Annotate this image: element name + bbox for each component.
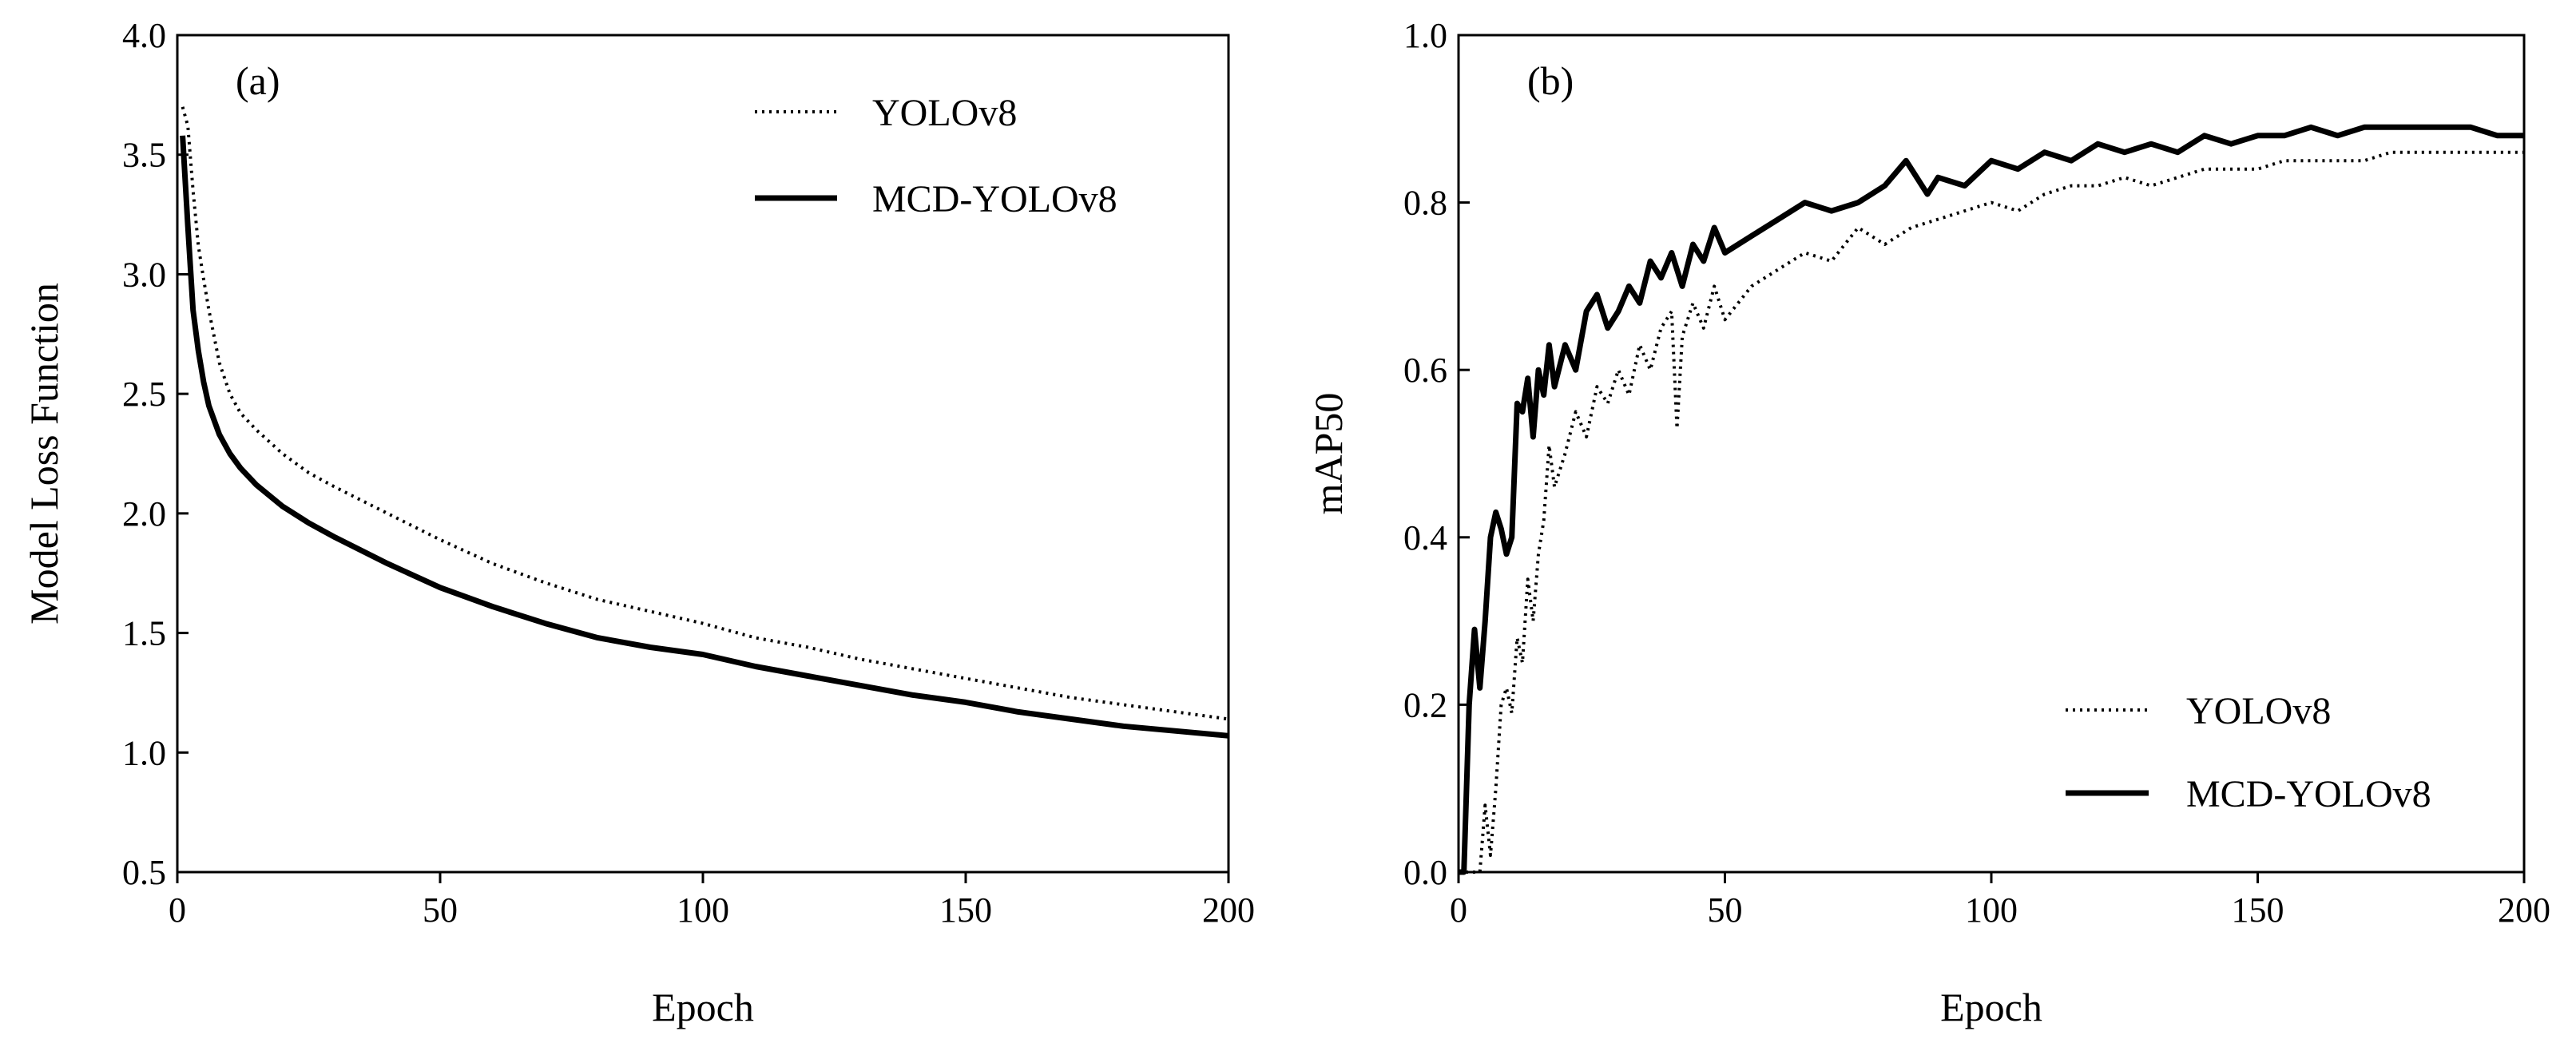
y-tick-label: 0.2 bbox=[1403, 685, 1447, 724]
y-tick-label: 0.8 bbox=[1403, 184, 1447, 223]
y-tick-label: 0.5 bbox=[122, 853, 166, 892]
y-tick-label: 2.0 bbox=[122, 494, 166, 533]
x-tick-label: 0 bbox=[1450, 890, 1467, 930]
panel-b-x-axis-label: Epoch bbox=[1940, 985, 2042, 1029]
panel-a-loss-chart: 0.5 1.0 1.5 2.0 2.5 3.0 3.5 4.0 0 50 100 150 200 (a… bbox=[22, 16, 1255, 1029]
y-tick-label: 3.5 bbox=[122, 136, 166, 175]
y-tick-label: 1.5 bbox=[122, 614, 166, 653]
x-tick-label: 100 bbox=[1965, 890, 2018, 930]
panel-a-x-axis-label: Epoch bbox=[652, 985, 754, 1029]
panel-a-legend: YOLOv8 MCD-YOLOv8 bbox=[755, 92, 1117, 220]
y-tick-label: 0.0 bbox=[1403, 853, 1447, 892]
x-tick-label: 200 bbox=[1202, 890, 1255, 930]
panel-a-plot-frame bbox=[176, 34, 1230, 874]
y-tick-label: 0.6 bbox=[1403, 351, 1447, 390]
panel-b-label: (b) bbox=[1527, 58, 1574, 103]
x-tick-label: 0 bbox=[169, 890, 186, 930]
panel-b-y-axis: 0.0 0.2 0.4 0.6 0.8 1.0 bbox=[1403, 16, 1470, 892]
x-tick-label: 150 bbox=[2232, 890, 2284, 930]
panel-b-y-axis-label: mAP50 bbox=[1306, 393, 1351, 515]
x-tick-label: 100 bbox=[677, 890, 729, 930]
x-tick-label: 50 bbox=[423, 890, 458, 930]
panel-a-series bbox=[180, 106, 1229, 739]
panel-a-y-axis: 0.5 1.0 1.5 2.0 2.5 3.0 3.5 4.0 bbox=[122, 16, 189, 892]
legend-label-mcd-yolov8: MCD-YOLOv8 bbox=[2186, 773, 2431, 815]
series-line-mcd-yolov8 bbox=[180, 135, 1229, 739]
panel-b-legend: YOLOv8 MCD-YOLOv8 bbox=[2066, 690, 2431, 815]
y-tick-label: 4.0 bbox=[122, 16, 166, 55]
y-tick-label: 1.0 bbox=[122, 733, 166, 772]
y-tick-label: 1.0 bbox=[1403, 16, 1447, 55]
x-tick-label: 150 bbox=[939, 890, 992, 930]
panel-b-x-axis: 0 50 100 150 200 bbox=[1450, 872, 2550, 930]
y-tick-label: 2.5 bbox=[122, 375, 166, 414]
legend-label-mcd-yolov8: MCD-YOLOv8 bbox=[872, 178, 1117, 220]
series-line-mcd-yolov8 bbox=[1459, 124, 2524, 875]
legend-label-yolov8: YOLOv8 bbox=[872, 92, 1017, 134]
y-tick-label: 0.4 bbox=[1403, 518, 1447, 557]
series-line-yolov8 bbox=[1459, 150, 2524, 874]
legend-label-yolov8: YOLOv8 bbox=[2186, 690, 2331, 732]
panel-a-label: (a) bbox=[236, 58, 280, 103]
panel-a-x-axis: 0 50 100 150 200 bbox=[169, 872, 1255, 930]
panel-b-series bbox=[1459, 124, 2524, 875]
y-tick-label: 3.0 bbox=[122, 255, 166, 294]
panel-a-y-axis-label: Model Loss Function bbox=[22, 283, 66, 625]
x-tick-label: 200 bbox=[2498, 890, 2550, 930]
panel-b-map50-chart: 0.0 0.2 0.4 0.6 0.8 1.0 0 50 100 150 200 (b) Epoc… bbox=[1306, 16, 2550, 1029]
x-tick-label: 50 bbox=[1708, 890, 1743, 930]
